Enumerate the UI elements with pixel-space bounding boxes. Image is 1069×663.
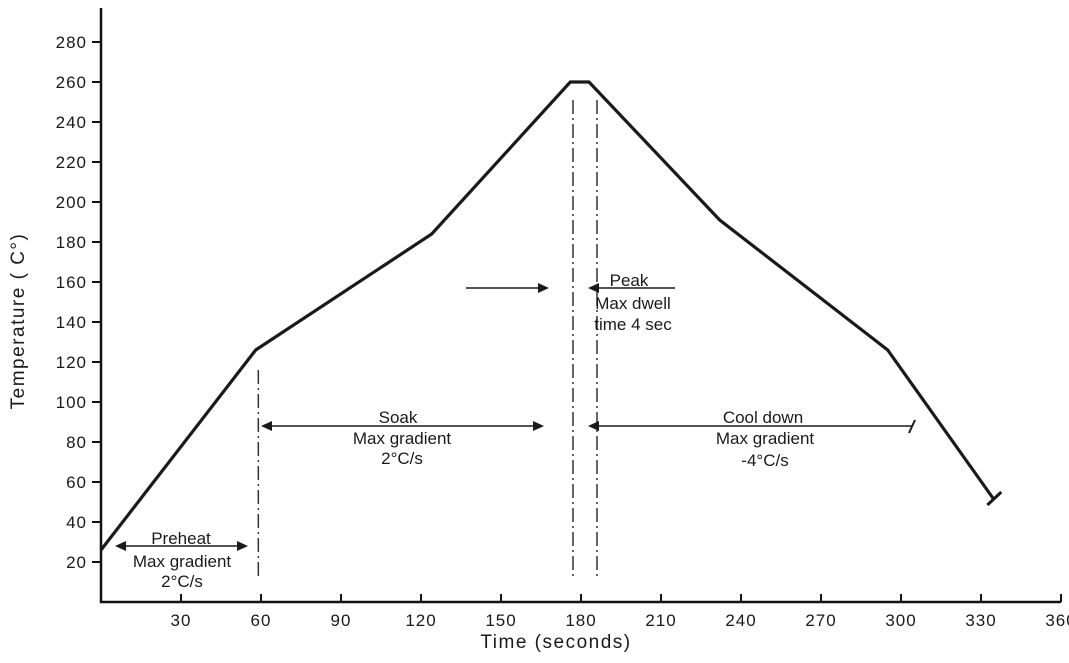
y-tick-label: 120 <box>56 353 87 372</box>
y-tick-label: 280 <box>56 33 87 52</box>
preheat-label: 2°C/s <box>161 572 203 591</box>
arrow-head <box>115 541 126 551</box>
y-axis-title: Temperature ( C°) <box>8 233 29 410</box>
cooldown-arrow-end <box>908 419 916 434</box>
arrow-head <box>538 283 549 293</box>
arrow-head <box>588 283 599 293</box>
profile-line <box>99 80 996 551</box>
y-tick-label: 100 <box>56 393 87 412</box>
y-tick-label: 40 <box>66 513 87 532</box>
y-tick-label: 160 <box>56 273 87 292</box>
y-tick-label: 220 <box>56 153 87 172</box>
arrow-head <box>261 421 272 431</box>
arrow-head <box>533 421 544 431</box>
soak-label: Max gradient <box>353 429 452 448</box>
arrow-head <box>588 421 599 431</box>
x-tick-label: 300 <box>885 611 916 630</box>
x-tick-label: 210 <box>645 611 676 630</box>
soak-label: Soak <box>379 408 418 427</box>
x-tick-label: 360 <box>1045 611 1069 630</box>
peak-label: Max dwell <box>595 294 671 313</box>
y-tick-label: 240 <box>56 113 87 132</box>
profile-end-cap <box>986 490 1003 507</box>
cooldown-label: Max gradient <box>716 429 815 448</box>
x-axis-title: Time (seconds) <box>480 632 631 653</box>
x-tick-label: 180 <box>565 611 596 630</box>
x-tick-label: 240 <box>725 611 756 630</box>
cooldown-label: Cool down <box>723 408 803 427</box>
arrow-head <box>237 541 248 551</box>
peak-label: Peak <box>610 271 649 290</box>
y-tick-label: 180 <box>56 233 87 252</box>
y-tick-label: 80 <box>66 433 87 452</box>
y-tick-label: 60 <box>66 473 87 492</box>
y-tick-label: 140 <box>56 313 87 332</box>
preheat-label: Max gradient <box>133 552 232 571</box>
y-tick-label: 200 <box>56 193 87 212</box>
y-tick-label: 20 <box>66 553 87 572</box>
cooldown-label: -4°C/s <box>741 451 788 470</box>
x-tick-label: 30 <box>171 611 192 630</box>
x-tick-label: 120 <box>405 611 436 630</box>
x-tick-label: 90 <box>331 611 352 630</box>
soak-label: 2°C/s <box>381 449 423 468</box>
x-tick-label: 270 <box>805 611 836 630</box>
y-tick-label: 260 <box>56 73 87 92</box>
x-tick-label: 60 <box>251 611 272 630</box>
x-tick-label: 330 <box>965 611 996 630</box>
preheat-label: Preheat <box>151 529 211 548</box>
x-tick-label: 150 <box>485 611 516 630</box>
peak-label: time 4 sec <box>594 315 672 334</box>
